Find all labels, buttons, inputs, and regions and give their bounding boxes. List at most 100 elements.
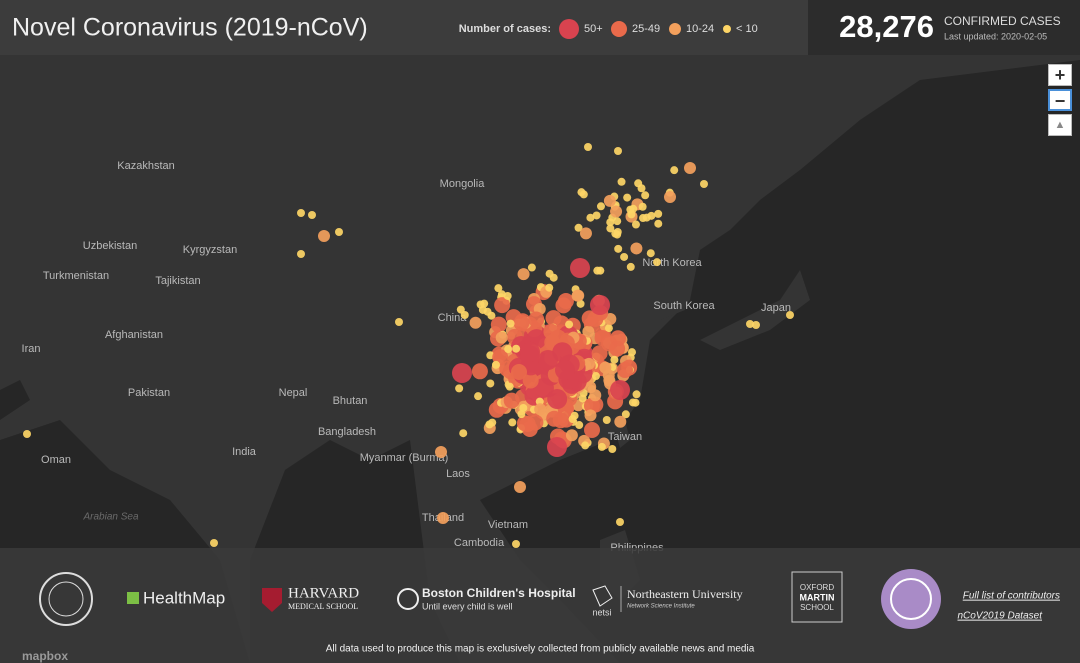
map-label: Cambodia	[454, 537, 505, 549]
map-label: China	[438, 312, 468, 324]
logo-text: netsi	[592, 607, 611, 617]
legend-label: 25-49	[632, 23, 660, 35]
case-markers	[23, 143, 794, 548]
case-marker	[592, 372, 601, 381]
map-label: South Korea	[653, 300, 715, 312]
case-marker	[527, 263, 536, 272]
case-marker	[602, 415, 611, 424]
case-marker	[570, 411, 579, 420]
case-marker	[646, 249, 655, 258]
legend-swatch	[559, 19, 579, 39]
case-marker	[471, 363, 488, 380]
case-marker	[614, 415, 627, 428]
case-marker	[584, 409, 597, 422]
case-marker	[610, 205, 623, 218]
logo-text: Boston Children's Hospital	[422, 586, 576, 600]
case-marker	[752, 321, 760, 329]
case-marker	[519, 403, 528, 412]
case-marker	[488, 418, 497, 427]
case-marker	[610, 355, 619, 364]
healthmap-icon	[127, 592, 139, 604]
case-marker	[684, 162, 696, 174]
logo-text: MARTIN	[800, 592, 835, 602]
case-marker	[452, 363, 472, 383]
case-marker	[630, 242, 643, 255]
case-marker	[614, 147, 622, 155]
legend-label: 10-24	[686, 23, 714, 35]
case-marker	[478, 305, 487, 314]
case-marker	[522, 372, 539, 389]
case-marker	[602, 369, 615, 382]
martin-logo	[791, 571, 843, 623]
map-label: Arabian Sea	[82, 512, 138, 523]
case-marker	[555, 297, 572, 314]
logo-text: MEDICAL SCHOOL	[288, 602, 358, 611]
count-box	[808, 0, 1080, 55]
case-marker	[584, 422, 600, 438]
case-marker	[491, 360, 500, 369]
case-marker	[513, 314, 530, 331]
case-marker	[455, 384, 464, 393]
case-marker	[582, 325, 595, 338]
case-marker	[786, 311, 794, 319]
map-label: Nepal	[279, 387, 308, 399]
case-marker	[583, 397, 600, 414]
tsinghua-logo	[890, 578, 932, 620]
case-marker	[593, 266, 602, 275]
case-marker	[638, 202, 647, 211]
case-marker	[606, 218, 615, 227]
case-marker	[592, 211, 601, 220]
oxford-logo	[48, 581, 84, 617]
map-label: India	[232, 446, 257, 458]
case-marker	[504, 345, 513, 354]
case-marker	[456, 305, 465, 314]
case-marker	[517, 410, 526, 419]
zoom-out[interactable]: −	[1048, 89, 1072, 111]
map-label: Japan	[761, 302, 791, 314]
case-marker	[520, 342, 540, 362]
oxford-logo	[39, 572, 93, 626]
case-marker	[617, 362, 633, 378]
case-marker	[613, 227, 622, 236]
logo-text: HARVARD	[288, 585, 359, 601]
case-marker	[626, 262, 635, 271]
map-label: Kyrgyzstan	[183, 244, 237, 256]
case-marker	[545, 310, 562, 327]
legend-title: Number of cases:	[459, 23, 551, 35]
case-marker	[506, 319, 515, 328]
case-marker	[617, 177, 626, 186]
case-marker	[297, 250, 305, 258]
title: Novel Coronavirus (2019-nCoV)	[12, 14, 368, 42]
link[interactable]: Full list of contributors	[963, 591, 1060, 602]
map-label: North Korea	[642, 257, 702, 269]
case-marker	[670, 166, 679, 175]
case-marker	[545, 283, 554, 292]
case-marker	[308, 211, 316, 219]
case-marker	[576, 299, 585, 308]
link[interactable]: nCoV2019 Dataset	[957, 611, 1043, 622]
japan	[700, 270, 810, 350]
case-marker	[486, 379, 495, 388]
case-marker	[494, 297, 511, 314]
map-label: Tajikistan	[155, 275, 200, 287]
case-marker	[575, 421, 584, 430]
case-marker	[586, 213, 595, 222]
case-marker	[495, 331, 508, 344]
case-marker	[546, 410, 563, 427]
case-marker	[620, 252, 629, 261]
zoom-in[interactable]: +	[1048, 64, 1072, 86]
case-marker	[589, 389, 602, 402]
case-marker	[641, 191, 650, 200]
map-label: Vietnam	[488, 519, 528, 531]
case-marker	[577, 188, 586, 197]
case-marker	[700, 180, 708, 188]
map-label: Bangladesh	[318, 426, 376, 438]
compass[interactable]: ▲	[1048, 114, 1072, 136]
case-marker	[632, 390, 641, 399]
case-marker	[610, 380, 630, 400]
netsi-icon	[592, 585, 613, 607]
mapbox-logo: mapbox	[22, 649, 68, 663]
count-caption: CONFIRMED CASES	[944, 14, 1061, 28]
logo-text: Northeastern University	[627, 587, 743, 601]
